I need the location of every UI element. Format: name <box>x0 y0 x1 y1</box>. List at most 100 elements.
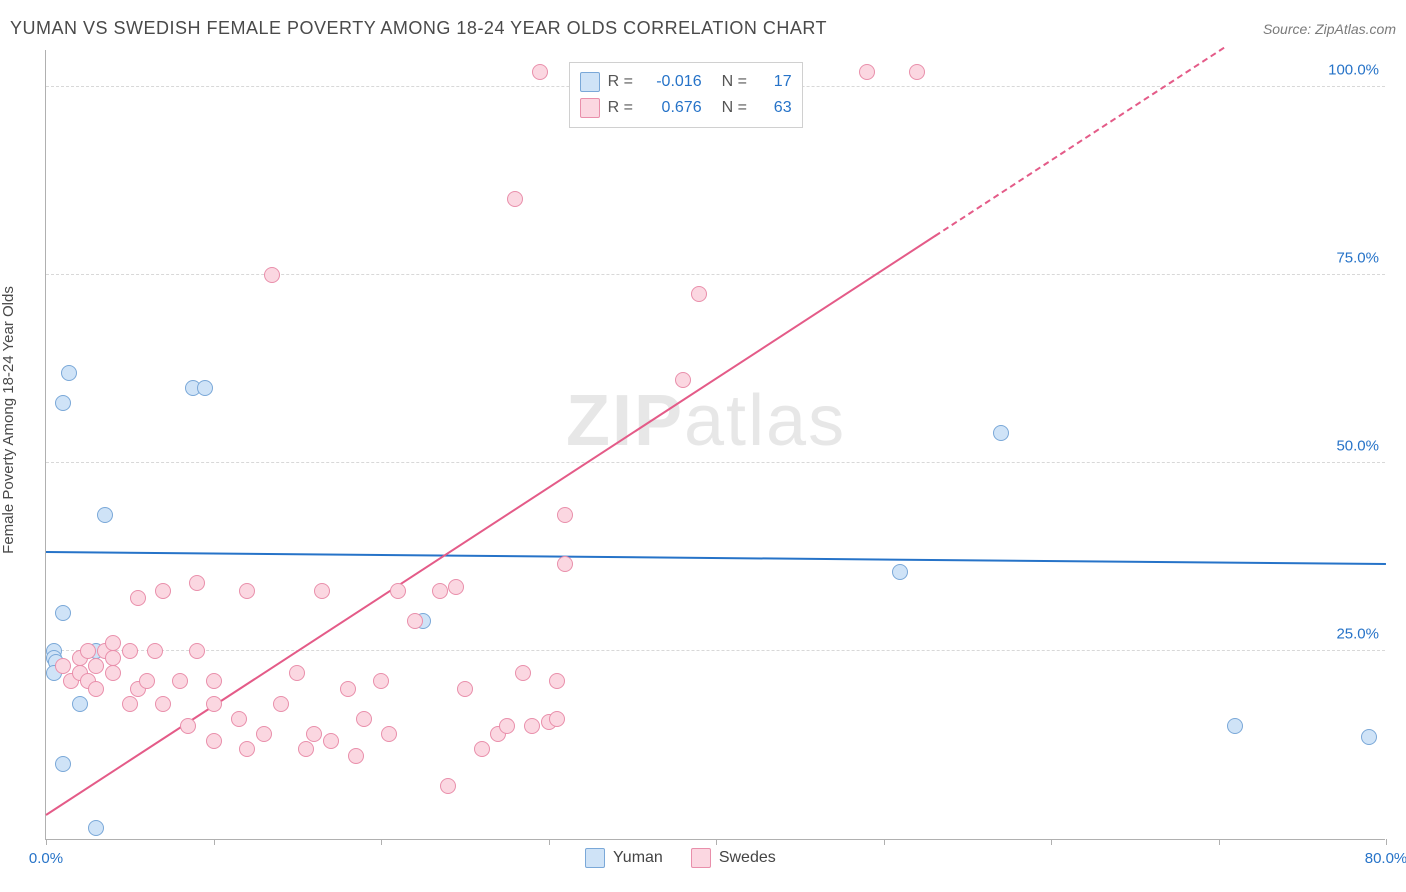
data-point <box>1361 729 1377 745</box>
y-tick-label: 75.0% <box>1336 249 1379 266</box>
data-point <box>105 665 121 681</box>
data-point <box>1227 718 1243 734</box>
data-point <box>197 380 213 396</box>
data-point <box>80 643 96 659</box>
data-point <box>55 395 71 411</box>
data-point <box>256 726 272 742</box>
gridline <box>46 650 1385 651</box>
x-tick-label: 0.0% <box>29 850 63 867</box>
data-point <box>189 575 205 591</box>
data-point <box>557 507 573 523</box>
stat-r-value: -0.016 <box>644 73 702 91</box>
legend-swatch <box>585 848 605 868</box>
data-point <box>206 673 222 689</box>
legend-label: Swedes <box>719 849 776 867</box>
x-tick <box>884 839 885 845</box>
stats-legend: R =-0.016N =17R =0.676N =63 <box>569 62 803 128</box>
legend-item: Yuman <box>585 848 663 868</box>
stat-r-value: 0.676 <box>644 99 702 117</box>
data-point <box>239 741 255 757</box>
data-point <box>55 756 71 772</box>
x-tick-label: 80.0% <box>1365 850 1406 867</box>
data-point <box>88 681 104 697</box>
data-point <box>306 726 322 742</box>
data-point <box>499 718 515 734</box>
data-point <box>356 711 372 727</box>
y-tick-label: 50.0% <box>1336 437 1379 454</box>
data-point <box>381 726 397 742</box>
data-point <box>55 658 71 674</box>
data-point <box>314 583 330 599</box>
data-point <box>72 696 88 712</box>
stat-n-value: 17 <box>758 73 792 91</box>
stat-r-label: R = <box>608 73 636 91</box>
data-point <box>448 579 464 595</box>
data-point <box>122 696 138 712</box>
gridline <box>46 274 1385 275</box>
data-point <box>993 425 1009 441</box>
data-point <box>231 711 247 727</box>
data-point <box>348 748 364 764</box>
trend-line <box>46 551 1386 565</box>
data-point <box>172 673 188 689</box>
data-point <box>97 507 113 523</box>
data-point <box>390 583 406 599</box>
x-tick <box>46 839 47 845</box>
data-point <box>373 673 389 689</box>
data-point <box>557 556 573 572</box>
data-point <box>273 696 289 712</box>
data-point <box>532 64 548 80</box>
data-point <box>524 718 540 734</box>
legend-item: Swedes <box>691 848 776 868</box>
data-point <box>515 665 531 681</box>
trend-line <box>935 47 1225 237</box>
data-point <box>189 643 205 659</box>
x-tick <box>549 839 550 845</box>
data-point <box>549 673 565 689</box>
y-tick-label: 25.0% <box>1336 625 1379 642</box>
stat-r-label: R = <box>608 99 636 117</box>
stat-n-label: N = <box>722 73 750 91</box>
data-point <box>909 64 925 80</box>
data-point <box>88 658 104 674</box>
data-point <box>139 673 155 689</box>
data-point <box>239 583 255 599</box>
data-point <box>323 733 339 749</box>
data-point <box>206 733 222 749</box>
data-point <box>859 64 875 80</box>
data-point <box>675 372 691 388</box>
stat-n-value: 63 <box>758 99 792 117</box>
scatter-plot: ZIPatlas 25.0%50.0%75.0%100.0%0.0%80.0%R… <box>45 50 1385 840</box>
data-point <box>180 718 196 734</box>
stats-legend-row: R =0.676N =63 <box>580 95 792 121</box>
data-point <box>130 590 146 606</box>
data-point <box>264 267 280 283</box>
x-tick <box>1051 839 1052 845</box>
data-point <box>691 286 707 302</box>
data-point <box>892 564 908 580</box>
data-point <box>549 711 565 727</box>
data-point <box>298 741 314 757</box>
x-tick <box>716 839 717 845</box>
data-point <box>474 741 490 757</box>
data-point <box>155 696 171 712</box>
legend-swatch <box>580 72 600 92</box>
legend-swatch <box>691 848 711 868</box>
data-point <box>340 681 356 697</box>
x-tick <box>1386 839 1387 845</box>
data-point <box>155 583 171 599</box>
data-point <box>457 681 473 697</box>
page-title: YUMAN VS SWEDISH FEMALE POVERTY AMONG 18… <box>10 18 827 39</box>
legend-swatch <box>580 98 600 118</box>
data-point <box>88 820 104 836</box>
data-point <box>432 583 448 599</box>
x-tick <box>381 839 382 845</box>
x-tick <box>214 839 215 845</box>
bottom-legend: Yuman Swedes <box>585 848 776 868</box>
data-point <box>55 605 71 621</box>
gridline <box>46 462 1385 463</box>
data-point <box>440 778 456 794</box>
data-point <box>105 635 121 651</box>
data-point <box>61 365 77 381</box>
data-point <box>289 665 305 681</box>
